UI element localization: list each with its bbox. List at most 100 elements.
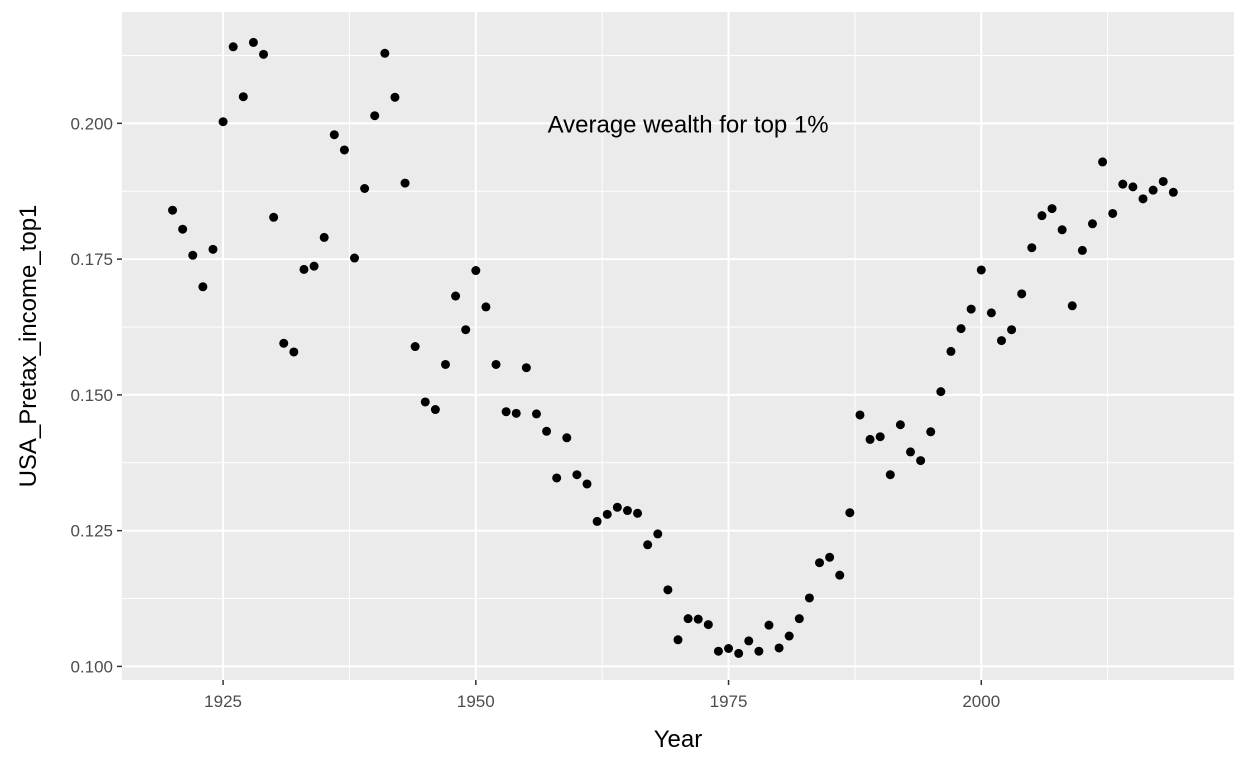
data-point [582, 479, 592, 489]
data-point [1118, 179, 1128, 189]
data-point [390, 92, 400, 102]
data-point [744, 636, 754, 646]
data-point [238, 92, 248, 102]
data-point [875, 432, 885, 442]
x-tick-label: 1975 [710, 692, 748, 711]
data-point [774, 643, 784, 653]
data-point [208, 244, 218, 254]
data-point [1037, 211, 1047, 221]
x-tick-label: 2000 [962, 692, 1000, 711]
x-axis: 1925 1950 1975 2000 [204, 680, 1000, 711]
y-axis: 0.100 0.125 0.150 0.175 0.200 [70, 114, 122, 676]
data-point [1168, 187, 1178, 197]
data-point [683, 614, 693, 624]
data-point [178, 224, 188, 234]
data-point [552, 473, 562, 483]
data-point [815, 558, 825, 568]
data-point [724, 644, 734, 654]
data-point [380, 48, 390, 58]
data-point [845, 508, 855, 518]
data-point [289, 347, 299, 357]
data-point [734, 648, 744, 658]
data-point [168, 205, 178, 215]
data-point [1027, 243, 1037, 253]
data-point [946, 346, 956, 356]
x-tick-label: 1950 [457, 692, 495, 711]
data-point [1128, 182, 1138, 192]
data-point [764, 620, 774, 630]
data-point [562, 433, 572, 443]
data-point [784, 631, 794, 641]
data-point [1047, 204, 1057, 214]
data-point [269, 212, 279, 222]
data-point [804, 593, 814, 603]
data-point [855, 410, 865, 420]
data-point [309, 261, 319, 271]
x-tick-label: 1925 [204, 692, 242, 711]
x-axis-title: Year [654, 726, 703, 753]
data-point [400, 178, 410, 188]
data-point [956, 324, 966, 334]
data-point [673, 635, 683, 645]
data-point [966, 304, 976, 314]
data-point [531, 409, 541, 419]
data-point [451, 291, 461, 301]
data-point [1138, 194, 1148, 204]
data-point [794, 614, 804, 624]
data-point [1148, 185, 1158, 195]
y-tick-label: 0.150 [70, 386, 113, 405]
data-point [572, 470, 582, 480]
data-point [936, 387, 946, 397]
data-point [703, 620, 713, 630]
chart-annotation: Average wealth for top 1% [548, 111, 829, 138]
data-point [360, 184, 370, 194]
data-point [198, 282, 208, 292]
data-point [926, 427, 936, 437]
data-point [1007, 325, 1017, 335]
data-point [612, 502, 622, 512]
data-point [521, 363, 531, 373]
data-point [481, 302, 491, 312]
data-point [1087, 219, 1097, 229]
data-point [663, 585, 673, 595]
major-gridlines [122, 12, 1234, 680]
data-point [1098, 157, 1108, 167]
minor-gridlines [122, 12, 1234, 680]
data-point [228, 42, 238, 52]
data-point [299, 264, 309, 274]
data-points [168, 37, 1178, 658]
data-point [1158, 176, 1168, 186]
data-point [350, 253, 360, 263]
data-point [370, 111, 380, 121]
data-point [643, 540, 653, 550]
data-point [996, 336, 1006, 346]
data-point [339, 145, 349, 155]
data-point [542, 426, 552, 436]
data-point [622, 506, 632, 516]
data-point [835, 570, 845, 580]
data-point [259, 49, 269, 59]
data-point [653, 529, 663, 539]
data-point [461, 325, 471, 335]
data-point [713, 646, 723, 656]
data-point [491, 359, 501, 369]
data-point [693, 614, 703, 624]
y-tick-label: 0.125 [70, 522, 113, 541]
data-point [1017, 289, 1027, 299]
data-point [825, 552, 835, 562]
data-point [501, 407, 511, 417]
data-point [885, 470, 895, 480]
data-point [986, 308, 996, 318]
y-axis-title: USA_Pretax_income_top1 [15, 205, 42, 488]
data-point [602, 509, 612, 519]
data-point [916, 456, 926, 466]
data-point [1067, 301, 1077, 311]
data-point [895, 420, 905, 430]
data-point [592, 516, 602, 526]
y-tick-label: 0.200 [70, 114, 113, 133]
data-point [319, 232, 329, 242]
y-tick-label: 0.100 [70, 657, 113, 676]
data-point [511, 408, 521, 418]
data-point [279, 338, 289, 348]
data-point [976, 265, 986, 275]
